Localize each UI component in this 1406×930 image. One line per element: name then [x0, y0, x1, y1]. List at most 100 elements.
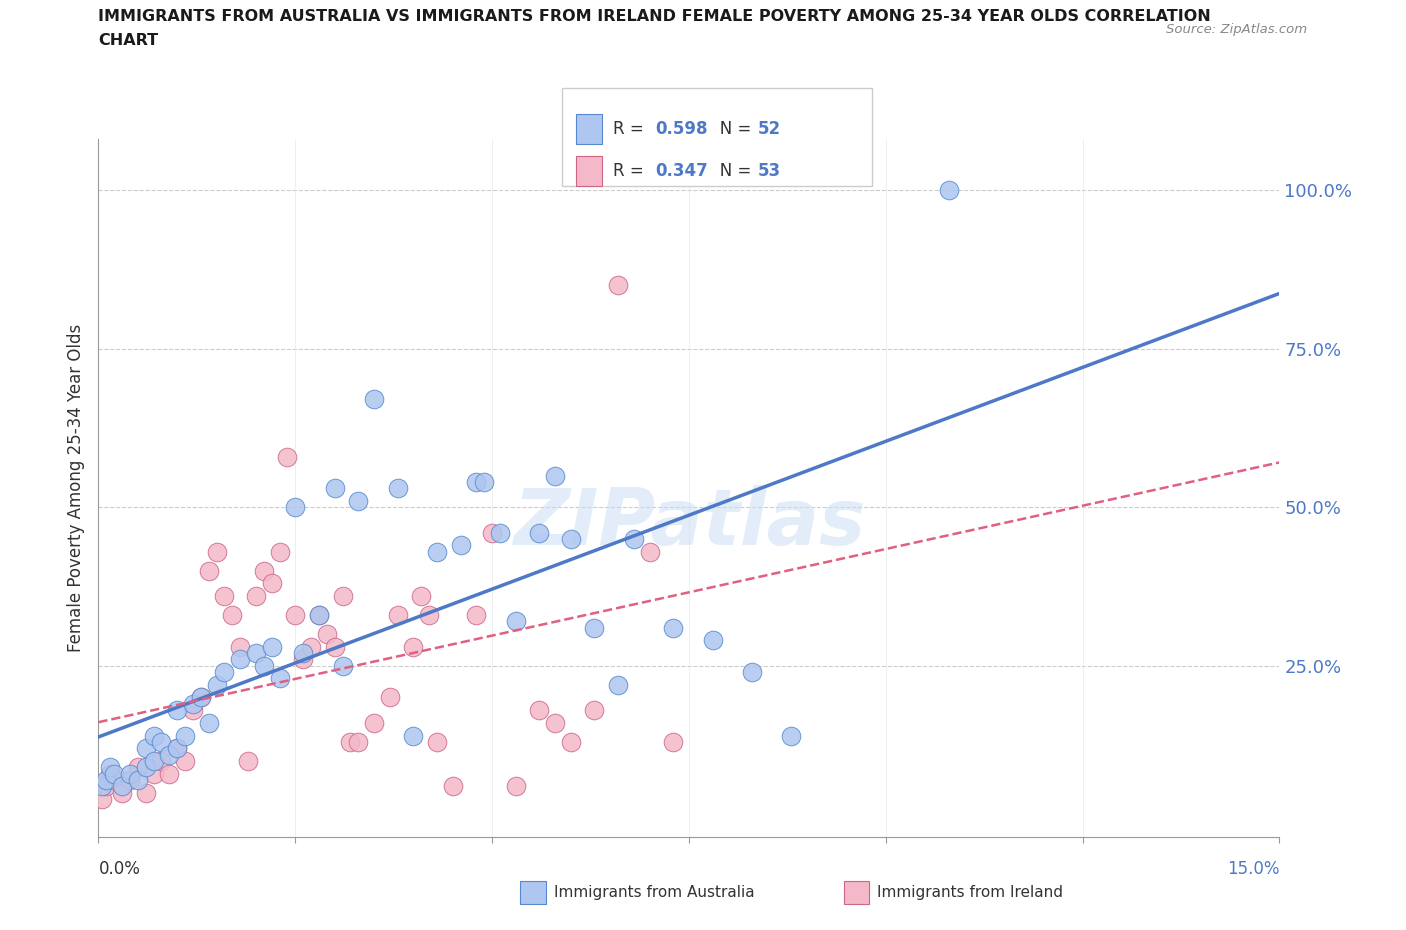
Point	[292, 645, 315, 660]
Point	[98, 766, 121, 781]
Point	[96, 778, 118, 793]
Point	[481, 525, 503, 540]
Point	[103, 766, 125, 781]
Point	[332, 589, 354, 604]
Point	[111, 778, 134, 793]
Point	[347, 735, 370, 750]
Text: 0.347: 0.347	[655, 163, 709, 180]
Point	[91, 791, 114, 806]
Point	[411, 589, 433, 604]
Point	[221, 607, 243, 622]
Text: ZIPatlas: ZIPatlas	[513, 485, 865, 561]
Point	[229, 639, 252, 654]
Point	[402, 639, 425, 654]
Point	[544, 715, 567, 730]
Point	[529, 525, 551, 540]
Point	[197, 564, 219, 578]
Point	[450, 538, 472, 552]
Point	[91, 778, 114, 793]
Text: CHART: CHART	[98, 33, 159, 47]
Point	[150, 753, 173, 768]
Text: IMMIGRANTS FROM AUSTRALIA VS IMMIGRANTS FROM IRELAND FEMALE POVERTY AMONG 25-34 : IMMIGRANTS FROM AUSTRALIA VS IMMIGRANTS …	[98, 9, 1211, 24]
Point	[387, 607, 409, 622]
Point	[560, 532, 582, 547]
Point	[236, 753, 259, 768]
Point	[118, 766, 141, 781]
Point	[166, 703, 188, 718]
Point	[245, 645, 267, 660]
Point	[229, 652, 252, 667]
Point	[214, 665, 236, 680]
Point	[269, 671, 291, 686]
Point	[166, 741, 188, 756]
Point	[623, 532, 645, 547]
Point	[662, 735, 685, 750]
Point	[157, 766, 180, 781]
Point	[332, 658, 354, 673]
Point	[245, 589, 267, 604]
Point	[135, 741, 157, 756]
Point	[292, 652, 315, 667]
Y-axis label: Female Poverty Among 25-34 Year Olds: Female Poverty Among 25-34 Year Olds	[67, 325, 86, 652]
Point	[276, 449, 298, 464]
Text: 52: 52	[758, 120, 780, 139]
Point	[142, 728, 165, 743]
Point	[702, 633, 724, 648]
Point	[299, 639, 322, 654]
Point	[347, 494, 370, 509]
Point	[402, 728, 425, 743]
Point	[190, 690, 212, 705]
Point	[323, 639, 346, 654]
Point	[197, 715, 219, 730]
Text: 0.598: 0.598	[655, 120, 707, 139]
Point	[607, 278, 630, 293]
Point	[378, 690, 401, 705]
Point	[253, 658, 276, 673]
Point	[662, 620, 685, 635]
Point	[111, 785, 134, 800]
Point	[269, 544, 291, 559]
Text: N =: N =	[704, 163, 756, 180]
Point	[284, 499, 307, 514]
Point	[118, 773, 141, 788]
Point	[103, 773, 125, 788]
Text: 15.0%: 15.0%	[1227, 860, 1279, 878]
Point	[472, 474, 495, 489]
Point	[489, 525, 512, 540]
Point	[127, 760, 149, 775]
Point	[260, 639, 283, 654]
Point	[339, 735, 361, 750]
Point	[157, 747, 180, 762]
Point	[505, 778, 527, 793]
Point	[284, 607, 307, 622]
Point	[181, 697, 204, 711]
Text: Immigrants from Ireland: Immigrants from Ireland	[877, 885, 1063, 900]
Point	[607, 677, 630, 692]
Point	[253, 564, 276, 578]
Point	[323, 481, 346, 496]
Point	[426, 544, 449, 559]
Point	[426, 735, 449, 750]
Point	[315, 627, 337, 642]
Point	[205, 544, 228, 559]
Point	[214, 589, 236, 604]
Point	[260, 576, 283, 591]
Point	[142, 753, 165, 768]
Point	[181, 703, 204, 718]
Text: 53: 53	[758, 163, 780, 180]
Text: N =: N =	[704, 120, 756, 139]
Point	[174, 728, 197, 743]
Point	[135, 785, 157, 800]
Point	[363, 392, 385, 407]
Point	[638, 544, 661, 559]
Point	[441, 778, 464, 793]
Point	[166, 741, 188, 756]
Point	[308, 607, 330, 622]
Point	[583, 620, 606, 635]
Text: R =: R =	[613, 120, 650, 139]
Point	[98, 760, 121, 775]
Point	[465, 474, 488, 489]
Point	[127, 773, 149, 788]
Point	[780, 728, 803, 743]
Point	[142, 766, 165, 781]
